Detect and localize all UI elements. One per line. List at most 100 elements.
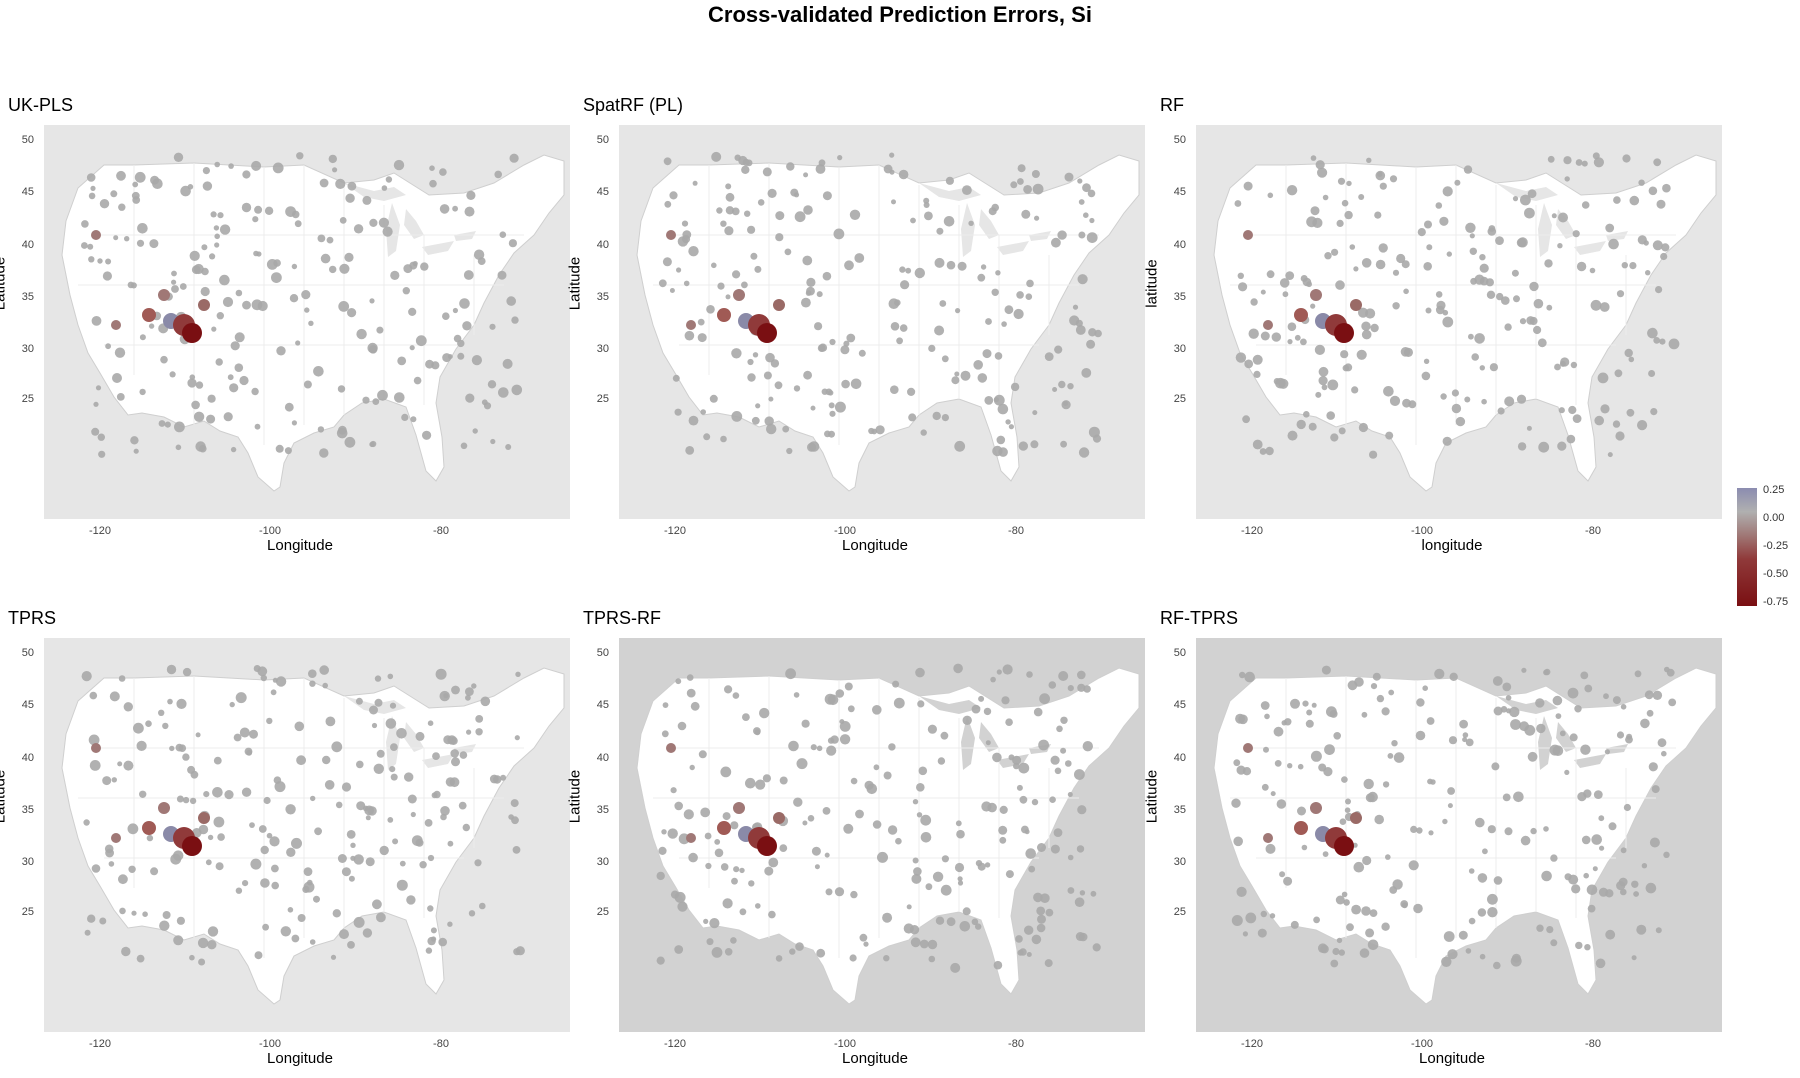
- x-axis-label: Longitude: [842, 537, 908, 554]
- station-point: [985, 318, 992, 325]
- x-axis-label: Longitude: [267, 537, 333, 554]
- station-point: [1370, 683, 1378, 690]
- station-point: [935, 916, 945, 925]
- station-point: [1290, 920, 1299, 929]
- station-point: [382, 226, 393, 237]
- station-point: [1385, 854, 1391, 860]
- station-point: [829, 410, 836, 417]
- station-point: [1657, 738, 1667, 748]
- error-point: [91, 230, 101, 240]
- station-point: [674, 801, 683, 811]
- station-point: [117, 761, 123, 767]
- station-point: [1270, 791, 1276, 797]
- station-point: [893, 697, 905, 709]
- error-point: [717, 308, 731, 322]
- station-point: [946, 917, 956, 927]
- station-point: [745, 777, 756, 789]
- map-area: [619, 638, 1145, 1032]
- station-point: [1506, 708, 1512, 714]
- station-point: [397, 356, 407, 366]
- station-point: [355, 697, 363, 705]
- station-point: [1017, 178, 1024, 185]
- station-point: [923, 202, 930, 208]
- station-point: [198, 958, 206, 966]
- station-point: [1341, 199, 1349, 207]
- station-point: [1533, 325, 1542, 335]
- station-point: [984, 396, 994, 405]
- station-point: [212, 787, 223, 798]
- station-point: [1643, 240, 1649, 246]
- panel-title: SpatRF (PL): [583, 95, 684, 115]
- station-point: [1557, 243, 1563, 249]
- station-point: [1584, 944, 1591, 951]
- station-point: [1487, 893, 1498, 905]
- station-point: [1310, 750, 1322, 762]
- station-point: [789, 948, 796, 955]
- station-point: [724, 948, 733, 956]
- station-point: [1294, 334, 1301, 341]
- station-point: [385, 718, 397, 729]
- station-point: [774, 381, 783, 390]
- station-point: [1075, 932, 1085, 941]
- station-point: [1435, 291, 1443, 298]
- station-point: [1495, 236, 1504, 245]
- station-point: [807, 815, 815, 822]
- station-point: [1338, 949, 1345, 956]
- station-point: [662, 702, 669, 708]
- station-point: [883, 771, 892, 780]
- station-point: [751, 416, 760, 425]
- station-point: [511, 816, 519, 825]
- figure-title: Cross-validated Prediction Errors, Si: [708, 2, 1092, 27]
- station-point: [1651, 785, 1660, 794]
- station-point: [176, 916, 185, 925]
- station-point: [1313, 916, 1320, 924]
- station-point: [1329, 709, 1338, 718]
- y-tick-label: 45: [21, 186, 34, 198]
- station-point: [686, 688, 696, 698]
- station-point: [227, 374, 234, 381]
- station-point: [1463, 165, 1473, 174]
- station-point: [127, 823, 139, 835]
- station-point: [447, 840, 454, 847]
- station-point: [1569, 733, 1578, 742]
- station-point: [1536, 723, 1546, 734]
- station-point: [814, 322, 823, 331]
- station-point: [356, 760, 364, 769]
- station-point: [1504, 827, 1513, 836]
- station-point: [393, 159, 405, 171]
- station-point: [1442, 436, 1452, 446]
- station-point: [959, 921, 971, 932]
- station-point: [229, 383, 239, 393]
- great-lakes: [919, 183, 1051, 257]
- station-point: [1536, 924, 1544, 932]
- station-point: [1001, 696, 1010, 705]
- station-point: [1526, 425, 1532, 431]
- station-point: [1661, 750, 1667, 757]
- map-panel: RF latitude longitude 50 45 40 35 30 25 -120 -100 -…: [1144, 95, 1732, 565]
- legend-label-025: 0.25: [1763, 484, 1785, 496]
- station-point: [1424, 220, 1432, 229]
- station-point: [415, 731, 425, 741]
- station-point: [387, 817, 394, 823]
- station-point: [131, 910, 137, 916]
- station-point: [1379, 182, 1387, 190]
- station-point: [1616, 731, 1625, 739]
- panel-title: RF: [1160, 95, 1184, 115]
- x-tick-label: -80: [1008, 525, 1024, 537]
- station-point: [928, 344, 936, 352]
- station-point: [481, 399, 488, 406]
- station-point: [1018, 441, 1028, 451]
- station-point: [164, 421, 171, 428]
- station-point: [119, 907, 126, 915]
- station-point: [1030, 440, 1039, 449]
- station-point: [86, 173, 96, 182]
- station-point: [330, 954, 337, 960]
- station-point: [1346, 923, 1354, 932]
- station-point: [1660, 252, 1668, 261]
- station-point: [928, 955, 936, 963]
- station-point: [394, 392, 405, 403]
- station-point: [674, 408, 682, 416]
- station-point: [1422, 685, 1428, 691]
- station-point: [892, 680, 900, 688]
- station-point: [905, 267, 912, 274]
